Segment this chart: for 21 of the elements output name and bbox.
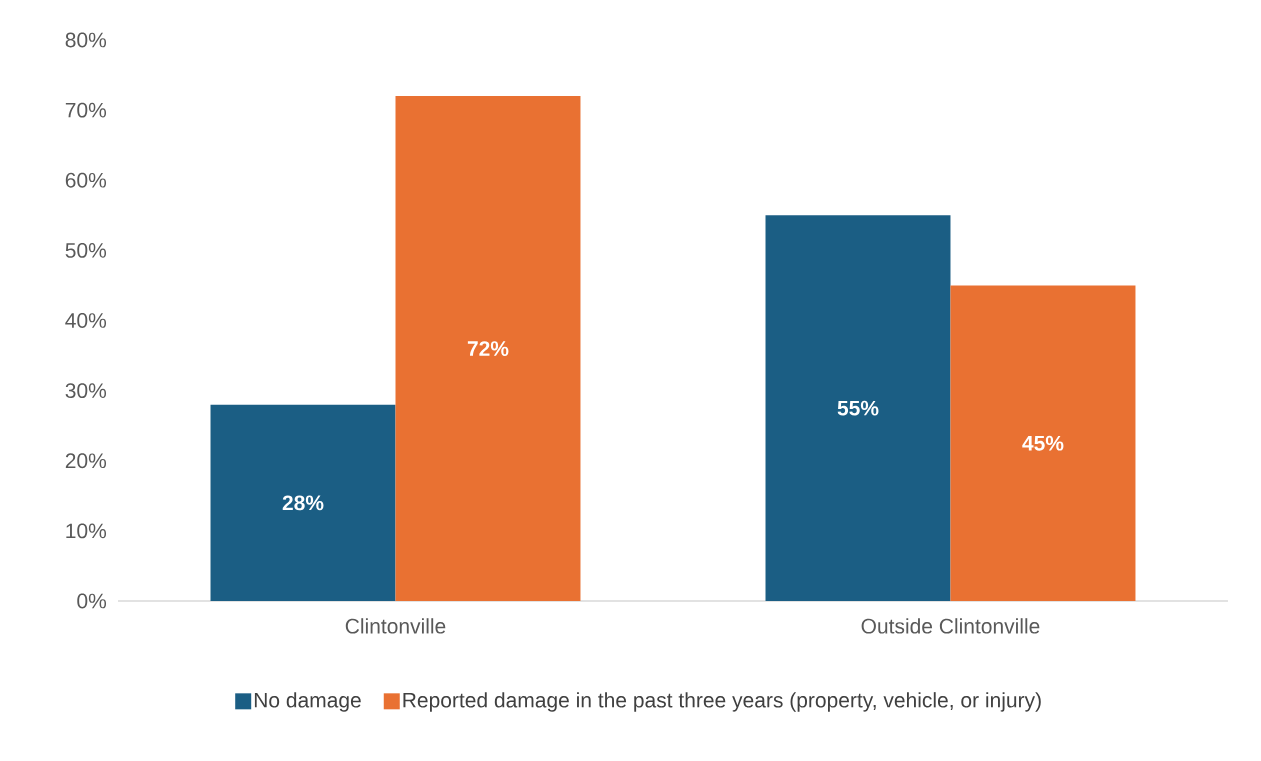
y-tick-label: 0% (77, 593, 107, 609)
legend-label: Reported damage in the past three years (property, vehicle, or injury) (403, 692, 1041, 712)
bar (395, 96, 581, 601)
data-label: 45% (1022, 435, 1064, 451)
y-tick-label: 70% (65, 102, 107, 118)
y-tick-label: 30% (65, 383, 107, 399)
data-label: 72% (467, 341, 509, 356)
y-tick-label: 60% (65, 172, 107, 188)
bar (210, 404, 396, 601)
y-tick-label: 50% (65, 242, 107, 258)
y-tick-label: 10% (66, 523, 107, 539)
legend-label: No damage (254, 692, 361, 712)
y-tick-label: 20% (65, 453, 107, 469)
data-label: 55% (837, 400, 879, 416)
data-label: 28% (282, 495, 324, 511)
x-tick-label: Clintonville (345, 618, 446, 634)
bar (950, 285, 1136, 601)
bar (765, 215, 951, 601)
x-tick-label: Outside Clintonville (861, 618, 1040, 634)
y-tick-label: 40% (65, 313, 107, 328)
y-tick-label: 80% (65, 32, 107, 48)
